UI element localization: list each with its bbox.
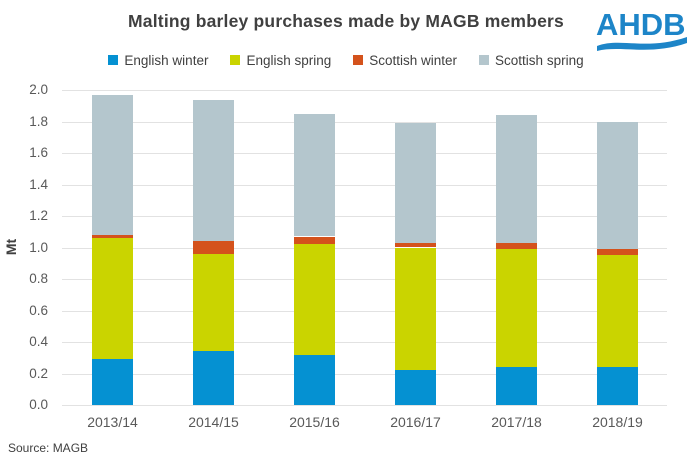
legend-swatch [108, 55, 119, 65]
legend-swatch [479, 55, 490, 65]
bar-segment [294, 113, 335, 237]
bar-segment [395, 242, 436, 248]
x-tick-label: 2018/19 [592, 414, 643, 430]
bar-segment [597, 255, 638, 368]
bar-segment [193, 253, 234, 352]
bar-segment [395, 123, 436, 243]
y-gridline [62, 121, 667, 123]
bar-segment [193, 99, 234, 242]
legend-item: Scottish winter [353, 53, 457, 68]
bar-segment [92, 359, 133, 405]
y-gridline [62, 247, 667, 249]
bar-segment [294, 236, 335, 245]
bar-segment [496, 242, 537, 250]
x-tick-label: 2014/15 [188, 414, 239, 430]
bar-segment [395, 370, 436, 405]
y-tick-label: 0.4 [29, 334, 48, 349]
y-tick-label: 1.8 [29, 113, 48, 129]
bar-segment [92, 238, 133, 360]
x-tick-label: 2015/16 [289, 414, 340, 430]
bar-segment [597, 249, 638, 256]
y-tick-label: 0.0 [29, 397, 48, 412]
chart-title: Malting barley purchases made by MAGB me… [128, 11, 564, 31]
bar-segment [294, 354, 335, 405]
bar-segment [496, 115, 537, 243]
ahdb-logo-text: AHDB [596, 7, 686, 42]
y-tick-label: 1.6 [29, 145, 48, 160]
ahdb-logo-wave [597, 37, 687, 51]
ahdb-logo-graphic: AHDB [596, 7, 687, 51]
y-tick-label: 2.0 [29, 82, 48, 97]
x-tick-label: 2017/18 [491, 414, 542, 430]
y-tick-label: 1.0 [29, 239, 48, 255]
bar-segment [597, 121, 638, 250]
y-gridline [62, 184, 667, 186]
legend-swatch [230, 55, 241, 65]
y-gridline [62, 373, 667, 375]
bar-segment [294, 244, 335, 355]
ahdb-logo: AHDB [596, 5, 688, 53]
bar-segment [193, 241, 234, 254]
y-tick-label: 0.6 [29, 302, 48, 318]
legend-item: English winter [108, 53, 208, 68]
legend-swatch [353, 55, 364, 65]
bar-segment [496, 367, 537, 405]
bar-segment [597, 367, 638, 405]
y-gridline [62, 216, 667, 217]
legend-item: Scottish spring [479, 53, 584, 68]
y-gridline [62, 310, 667, 312]
source-note: Source: MAGB [8, 441, 89, 455]
y-tick-label: 1.4 [29, 176, 48, 192]
legend-label: English winter [124, 52, 209, 68]
y-gridline [62, 405, 667, 406]
y-gridline [62, 279, 667, 280]
x-tick-label: 2016/17 [390, 414, 441, 430]
y-tick-label: 0.8 [29, 271, 48, 286]
bar-segment [193, 351, 234, 405]
y-tick-label: 0.2 [29, 365, 48, 381]
y-tick-label: 1.2 [29, 208, 48, 223]
y-gridline [62, 153, 667, 154]
bar-segment [92, 234, 133, 238]
x-tick-label: 2013/14 [87, 414, 138, 430]
legend-label: Scottish spring [495, 52, 584, 68]
legend-label: Scottish winter [369, 52, 458, 68]
bar-segment [92, 94, 133, 235]
bar-segment [395, 247, 436, 371]
y-gridline [62, 90, 667, 91]
bar-segment [496, 249, 537, 368]
legend-label: English spring [246, 52, 332, 68]
y-gridline [62, 342, 667, 343]
legend: English winter English spring Scottish win… [0, 51, 692, 69]
legend-item: English spring [230, 53, 331, 68]
